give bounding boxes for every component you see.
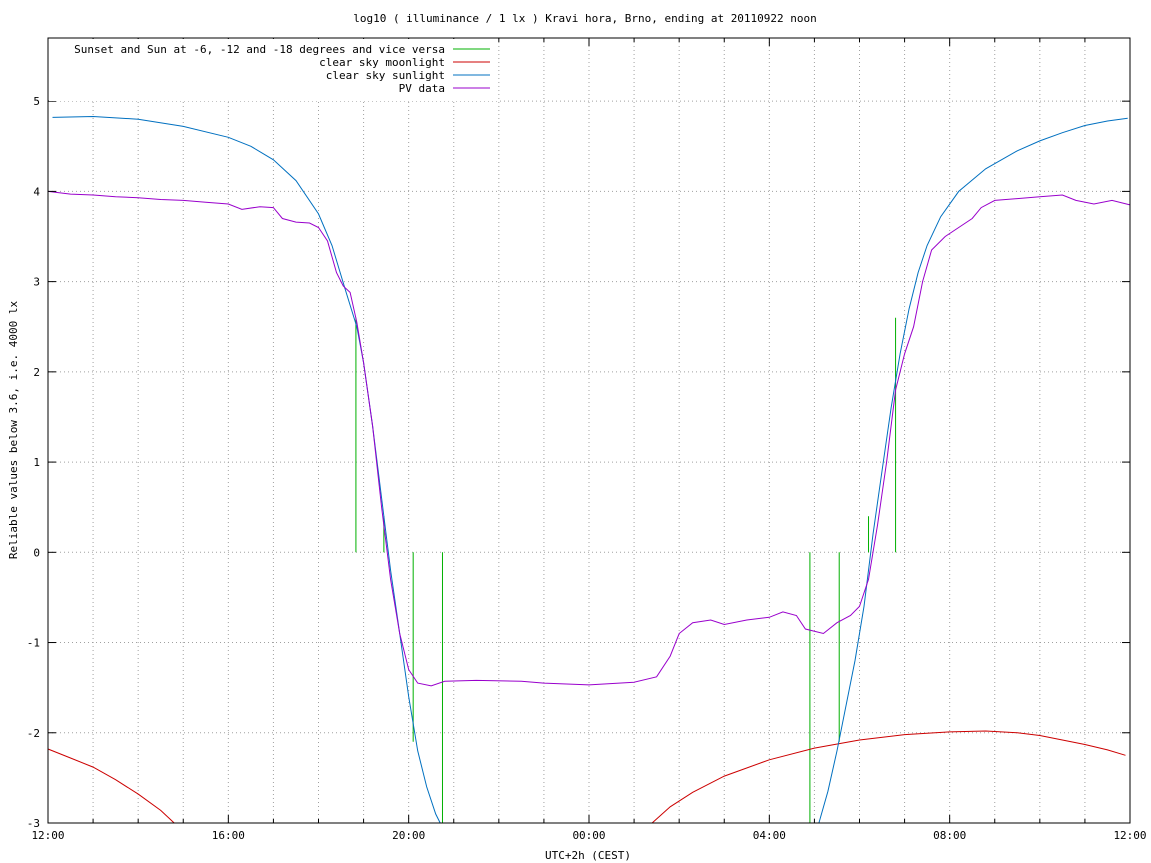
legend: Sunset and Sun at -6, -12 and -18 degree…	[49, 39, 498, 101]
plot-series	[47, 115, 1131, 824]
y-tick-label: 3	[33, 276, 40, 289]
x-tick-label: 12:00	[31, 829, 64, 842]
x-tick-label: 20:00	[392, 829, 425, 842]
y-tick-label: 0	[33, 546, 40, 559]
y-axis-label: Reliable values below 3.6, i.e. 4000 lx	[7, 300, 20, 559]
y-tick-label: -3	[27, 817, 40, 830]
chart-title: log10 ( illuminance / 1 lx ) Kravi hora,…	[353, 12, 817, 25]
legend-label: clear sky moonlight	[319, 56, 445, 69]
axis-ticks: 12:00 16:00 20:00 00:00 04:00 08:00 12:00 5 4 3 2 1…	[27, 38, 1147, 842]
x-tick-label: 00:00	[572, 829, 605, 842]
y-tick-label: 1	[33, 456, 40, 469]
x-axis-label: UTC+2h (CEST)	[545, 849, 631, 862]
series-line-pv-data	[47, 190, 1131, 687]
y-tick-label: 5	[33, 95, 40, 108]
y-tick-label: 2	[33, 366, 40, 379]
legend-background	[49, 39, 498, 101]
legend-label: Sunset and Sun at -6, -12 and -18 degree…	[74, 43, 445, 56]
x-tick-label: 08:00	[933, 829, 966, 842]
series-line-clear-sky-sunlight	[52, 115, 441, 824]
y-tick-label: 4	[33, 185, 40, 198]
y-tick-label: -2	[27, 727, 40, 740]
series-line-clear-sky-sunlight	[818, 117, 1128, 824]
series-line-clear-sky-moonlight	[651, 730, 1126, 824]
y-tick-label: -1	[27, 637, 40, 650]
legend-label: clear sky sunlight	[326, 69, 445, 82]
x-tick-label: 04:00	[753, 829, 786, 842]
series-line-clear-sky-moonlight	[47, 748, 175, 824]
grid	[48, 38, 1130, 823]
legend-label: PV data	[399, 82, 445, 95]
x-tick-label: 16:00	[212, 829, 245, 842]
x-tick-label: 12:00	[1113, 829, 1146, 842]
